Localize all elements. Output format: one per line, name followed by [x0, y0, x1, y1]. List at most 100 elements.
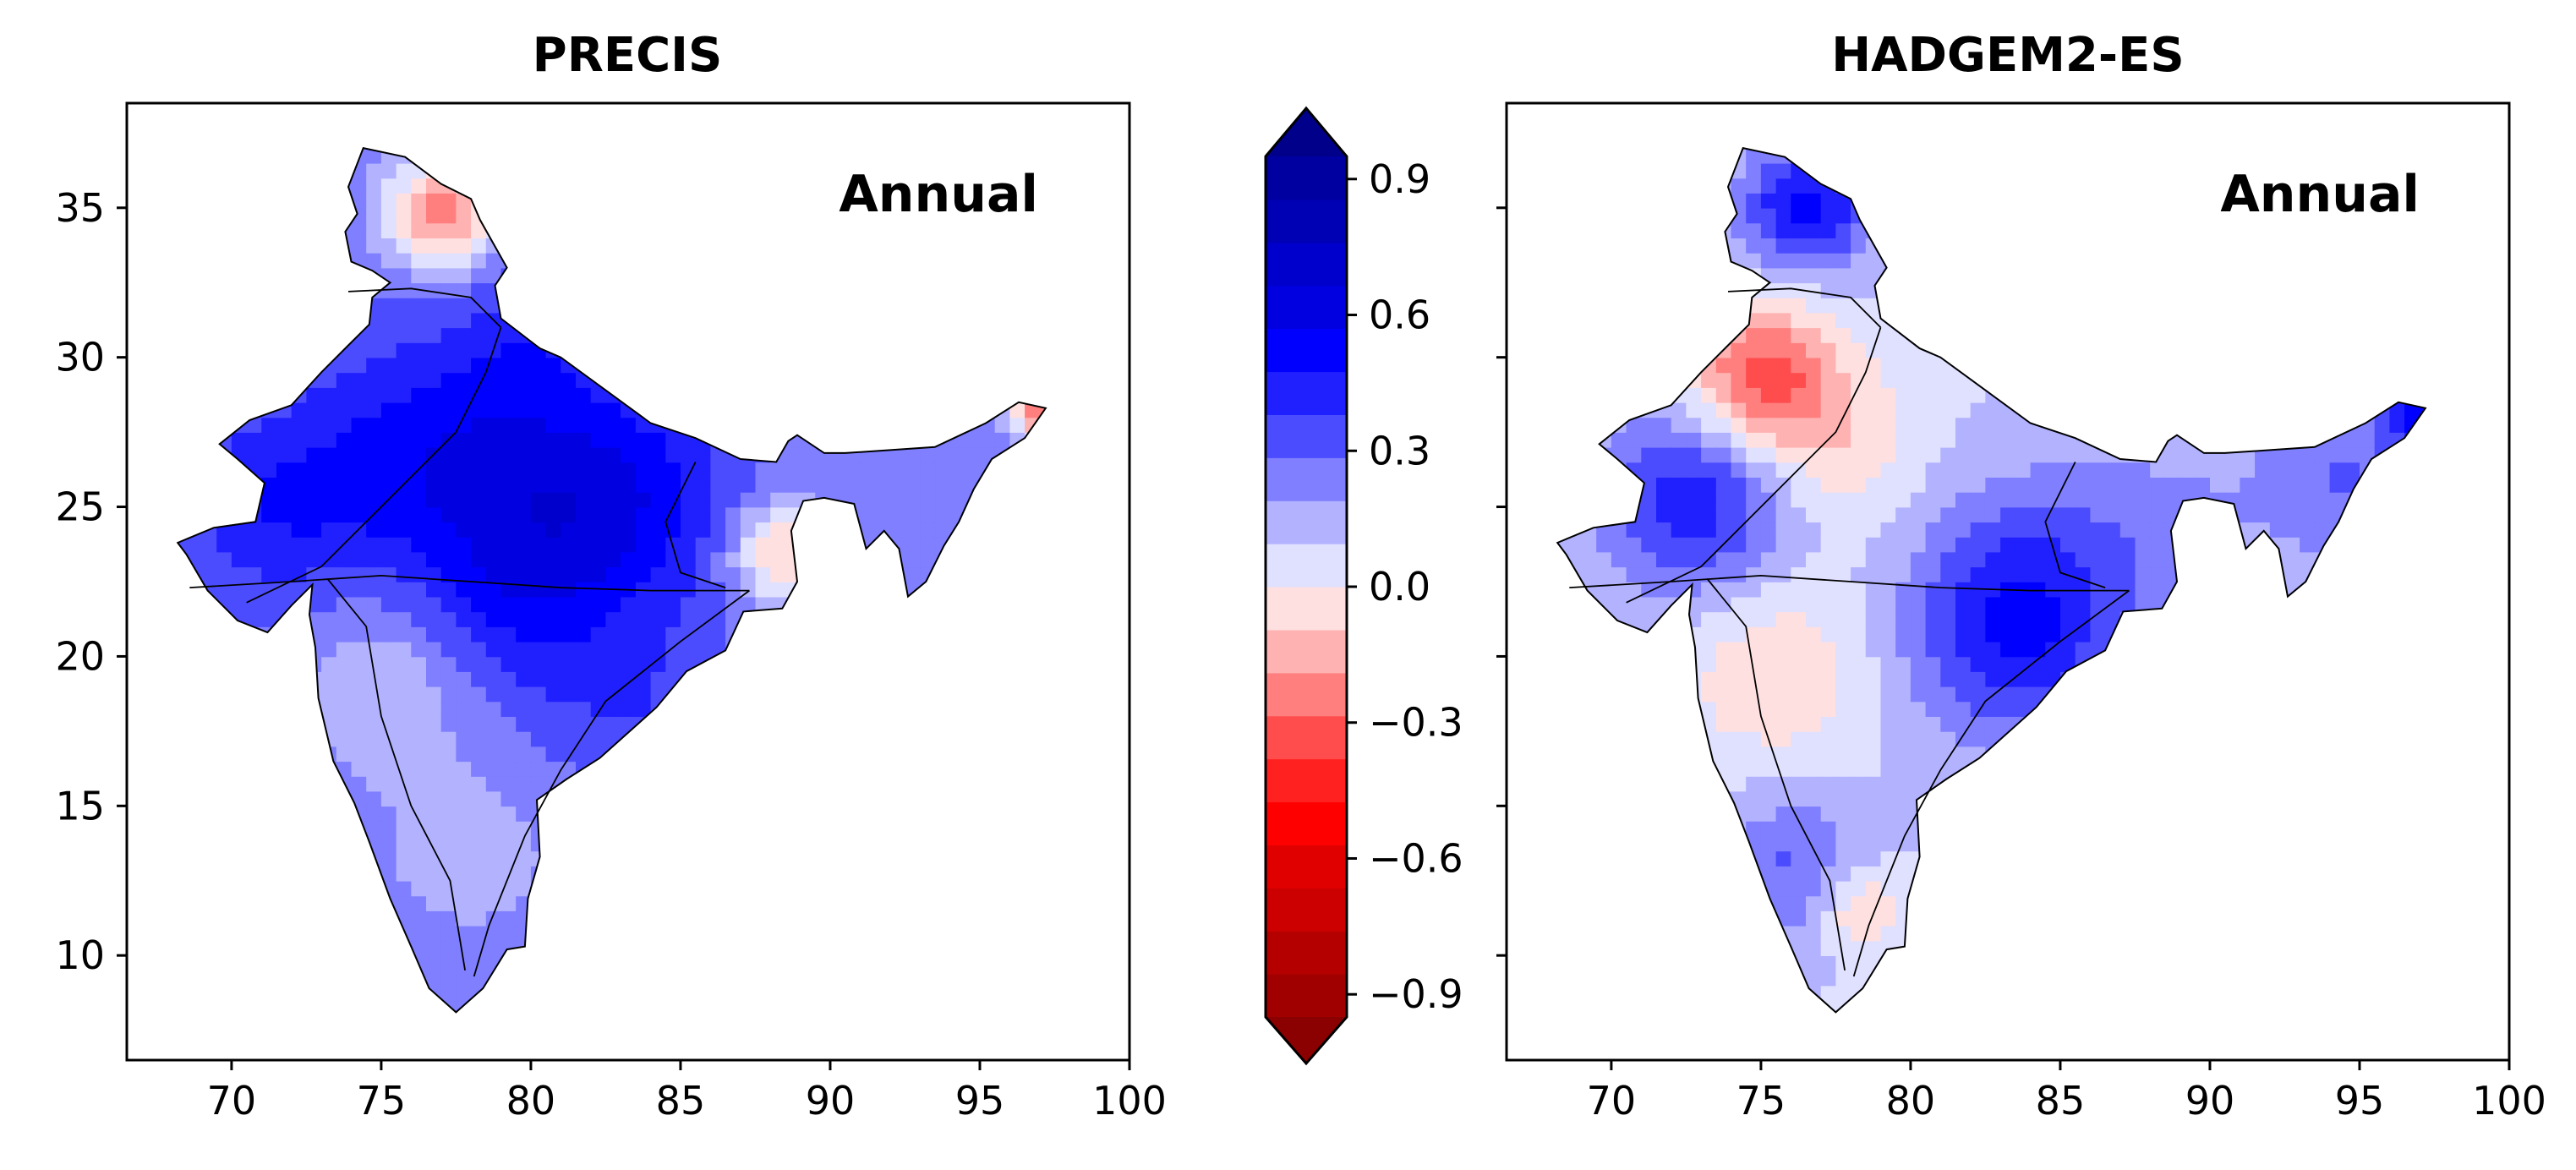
grid-cell: [1039, 148, 1046, 164]
grid-cell: [276, 267, 293, 284]
grid-cell: [860, 536, 876, 553]
grid-cell: [1760, 387, 1777, 403]
grid-cell: [1009, 910, 1025, 927]
grid-cell: [905, 850, 921, 867]
grid-cell: [366, 925, 382, 942]
grid-cell: [635, 193, 652, 209]
grid-cell: [860, 985, 876, 1002]
grid-cell: [905, 238, 921, 254]
grid-cell: [1865, 506, 1882, 523]
grid-cell: [1671, 790, 1687, 807]
grid-cell: [440, 491, 457, 508]
grid-cell: [875, 582, 891, 598]
grid-cell: [934, 387, 951, 403]
grid-cell: [845, 238, 861, 254]
grid-cell: [1746, 806, 1762, 822]
grid-cell: [1686, 746, 1702, 763]
grid-cell: [830, 446, 846, 463]
grid-cell: [216, 806, 232, 822]
grid-cell: [1611, 162, 1627, 179]
grid-cell: [845, 267, 861, 284]
grid-cell: [530, 282, 547, 298]
grid-cell: [740, 850, 757, 867]
grid-cell: [1715, 821, 1732, 837]
grid-cell: [1791, 252, 1807, 269]
grid-cell: [366, 730, 382, 747]
grid-cell: [755, 1000, 771, 1013]
grid-cell: [186, 238, 203, 254]
grid-cell: [965, 402, 981, 418]
grid-cell: [396, 462, 413, 478]
grid-cell: [770, 178, 786, 194]
grid-cell: [905, 432, 921, 448]
grid-cell: [336, 207, 353, 224]
grid-cell: [889, 940, 906, 956]
grid-cell: [681, 387, 697, 403]
grid-cell: [545, 297, 562, 314]
grid-cell: [336, 850, 353, 867]
grid-cell: [1686, 387, 1702, 403]
grid-cell: [635, 835, 652, 852]
grid-cell: [396, 506, 413, 523]
grid-cell: [845, 536, 861, 553]
grid-cell: [485, 775, 502, 792]
grid-cell: [276, 866, 293, 882]
grid-cell: [306, 148, 322, 149]
grid-cell: [545, 850, 562, 867]
grid-cell: [216, 970, 232, 987]
grid-cell: [994, 342, 1011, 358]
grid-cell: [456, 446, 472, 463]
grid-cell: [980, 925, 996, 942]
grid-cell: [576, 506, 592, 523]
grid-cell: [710, 746, 726, 763]
grid-cell: [740, 522, 757, 538]
grid-cell: [231, 656, 248, 672]
grid-cell: [530, 955, 547, 971]
grid-cell: [980, 582, 996, 598]
grid-cell: [650, 327, 667, 343]
grid-cell: [905, 880, 921, 897]
grid-cell: [770, 955, 786, 971]
grid-cell: [380, 402, 397, 418]
grid-cell: [380, 866, 397, 882]
grid-cell: [351, 148, 367, 149]
grid-cell: [1880, 536, 1896, 553]
grid-cell: [650, 1000, 667, 1013]
grid-cell: [875, 491, 891, 508]
grid-cell: [934, 477, 951, 493]
grid-cell: [1731, 746, 1747, 763]
grid-cell: [1806, 178, 1822, 194]
grid-cell: [231, 551, 248, 568]
grid-cell: [1775, 806, 1792, 822]
grid-cell: [456, 491, 472, 508]
grid-cell: [1596, 148, 1612, 164]
grid-cell: [845, 775, 861, 792]
grid-cell: [1611, 671, 1627, 687]
grid-cell: [1895, 686, 1911, 703]
grid-cell: [201, 312, 217, 329]
grid-cell: [740, 477, 757, 493]
grid-cell: [1025, 372, 1041, 388]
grid-cell: [216, 178, 232, 194]
grid-cell: [246, 641, 263, 658]
grid-cell: [710, 491, 726, 508]
grid-cell: [306, 417, 322, 433]
grid-cell: [621, 806, 637, 822]
grid-cell: [186, 775, 203, 792]
grid-cell: [665, 387, 681, 403]
grid-cell: [1581, 491, 1597, 508]
grid-cell: [830, 806, 846, 822]
grid-cell: [1611, 656, 1627, 672]
grid-cell: [1895, 955, 1911, 971]
grid-cell: [994, 372, 1011, 388]
grid-cell: [351, 417, 367, 433]
grid-cell: [845, 327, 861, 343]
grid-cell: [1626, 925, 1643, 942]
grid-cell: [590, 730, 607, 747]
grid-cell: [1025, 267, 1041, 284]
y-tick-label: 20: [55, 633, 105, 679]
grid-cell: [740, 357, 757, 374]
grid-cell: [770, 282, 786, 298]
grid-cell: [875, 238, 891, 254]
grid-cell: [231, 267, 248, 284]
